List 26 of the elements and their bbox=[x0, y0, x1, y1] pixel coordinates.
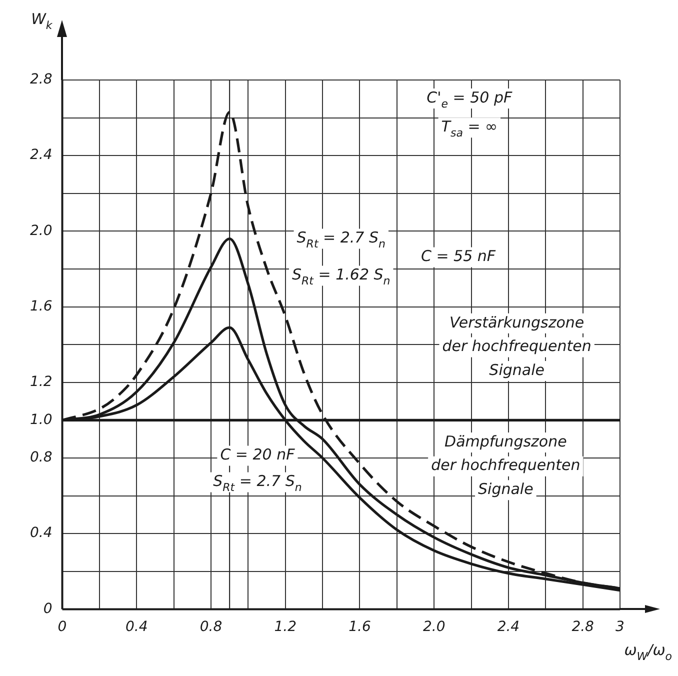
annotation: der hochfrequenten bbox=[442, 337, 592, 356]
x-tick-label: 2.0 bbox=[422, 619, 446, 636]
annotation: Signale bbox=[478, 480, 534, 498]
y-tick-label: 0.4 bbox=[30, 525, 52, 542]
y-tick-label: 2.8 bbox=[30, 72, 52, 88]
y-tick-label: 1.6 bbox=[30, 298, 52, 314]
y-tick-label: 0.8 bbox=[30, 450, 52, 466]
annotation: C = 55 nF bbox=[420, 247, 496, 266]
x-tick-label: 0.8 bbox=[200, 619, 222, 636]
x-tick-label: 0.4 bbox=[125, 619, 148, 636]
annotation: Signale bbox=[489, 360, 544, 379]
y-tick-label: 1.0 bbox=[30, 412, 52, 428]
y-tick-label: 1.2 bbox=[30, 374, 52, 390]
annotation: Verstärkungszone bbox=[449, 313, 584, 332]
annotation: der hochfrequenten bbox=[431, 456, 580, 474]
x-tick-label: 3 bbox=[616, 619, 624, 636]
x-tick-label: 0 bbox=[58, 619, 67, 636]
annotation: Dämpfungszone bbox=[444, 432, 567, 450]
x-tick-label: 1.2 bbox=[274, 619, 297, 636]
x-tick-label: 2.8 bbox=[572, 619, 594, 636]
y-tick-label: 2.4 bbox=[30, 147, 52, 164]
y-tick-label: 2.0 bbox=[30, 222, 52, 239]
x-tick-label: 1.6 bbox=[348, 619, 371, 636]
annotation: C = 20 nF bbox=[220, 446, 296, 464]
x-tick-label: 2.4 bbox=[497, 619, 520, 636]
y-tick-label: 0 bbox=[43, 600, 52, 617]
